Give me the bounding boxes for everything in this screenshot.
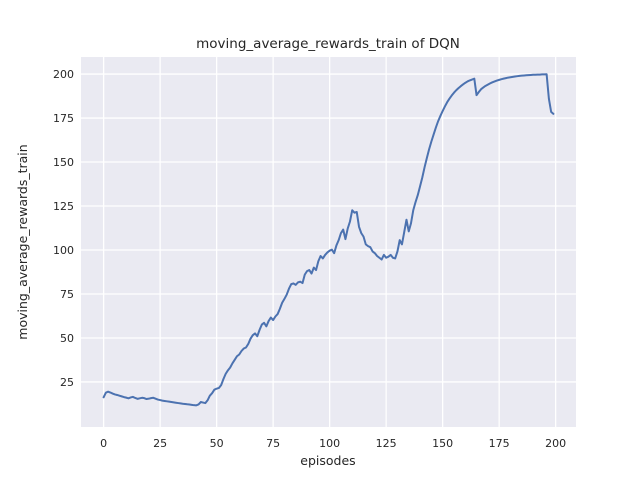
series-lines: [102, 73, 555, 407]
y-tick-label: 150: [53, 156, 74, 169]
x-tick-label: 0: [100, 437, 107, 450]
x-tick-label: 25: [153, 437, 167, 450]
plot-area: [81, 57, 576, 427]
y-tick-label: 125: [53, 200, 74, 213]
y-tick-label: 25: [60, 376, 74, 389]
x-tick-label: 75: [266, 437, 280, 450]
x-tick-label: 50: [210, 437, 224, 450]
y-tick-label: 200: [53, 68, 74, 81]
y-tick-label: 100: [53, 244, 74, 257]
data-line: [102, 73, 555, 407]
gridlines: [81, 57, 576, 427]
x-tick-label: 175: [489, 437, 510, 450]
chart-title: moving_average_rewards_train of DQN: [196, 36, 460, 52]
x-tick-label: 150: [432, 437, 453, 450]
y-tick-label: 175: [53, 112, 74, 125]
x-axis-label: episodes: [300, 453, 355, 468]
x-tick-labels: 0 25 50 75 100 125 150 175 200: [100, 437, 566, 450]
x-tick-label: 125: [376, 437, 397, 450]
y-tick-label: 75: [60, 288, 74, 301]
x-tick-label: 200: [545, 437, 566, 450]
x-tick-label: 100: [319, 437, 340, 450]
y-tick-label: 50: [60, 332, 74, 345]
y-axis-label: moving_average_rewards_train: [15, 144, 30, 339]
y-tick-labels: 25 50 75 100 125 150 175 200: [53, 68, 74, 389]
